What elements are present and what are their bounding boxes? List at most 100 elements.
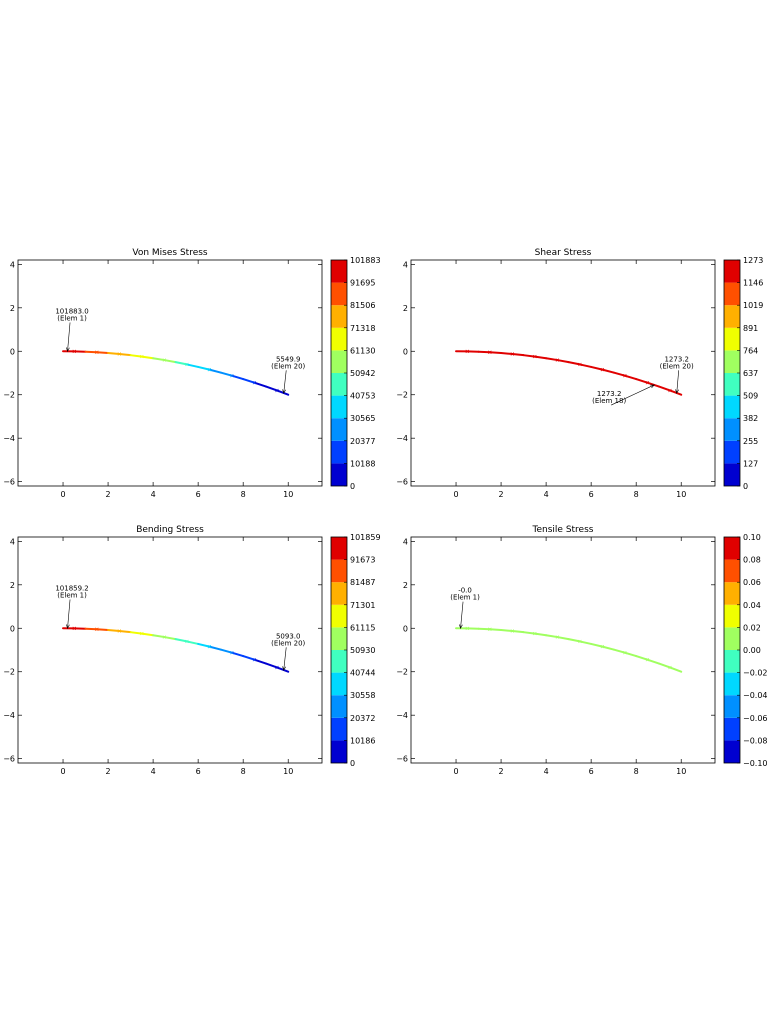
colorbar-tick-label: 637 [743, 369, 758, 378]
colorbar-band [331, 650, 347, 673]
node-marker [465, 349, 470, 354]
chart-title: Shear Stress [535, 248, 592, 258]
node-marker [465, 626, 470, 631]
node-marker [230, 651, 234, 655]
colorbar-band [724, 537, 740, 560]
node-marker-stroke [510, 352, 515, 356]
beam-segment [275, 389, 290, 396]
x-tick-label: 6 [589, 767, 594, 776]
colorbar-tick-label: 40744 [350, 669, 375, 678]
colorbar-band [331, 305, 347, 328]
node-marker [600, 644, 605, 649]
colorbar-tick-label: 1273 [743, 256, 763, 265]
node-marker [623, 374, 627, 378]
annotation-arrow-head [675, 389, 679, 394]
node-marker-stroke [465, 626, 470, 631]
colorbar-tick-label: 40753 [350, 392, 375, 401]
beam-segment [163, 359, 177, 364]
colorbar-band [331, 418, 347, 441]
colorbar-band [331, 604, 347, 628]
beam-segment [635, 655, 649, 661]
node-marker-stroke [623, 651, 627, 655]
beam-segment [612, 648, 626, 654]
y-tick-label: −6 [3, 478, 15, 487]
annotation-arrow-head [282, 666, 286, 671]
node-marker-stroke [578, 639, 582, 644]
node-marker-stroke [510, 629, 515, 633]
colorbar-band [331, 582, 347, 605]
colorbar-band [724, 717, 740, 741]
beam-segment [601, 368, 615, 374]
node-marker-stroke [275, 665, 279, 670]
beam-segment [140, 355, 155, 360]
node-marker-stroke [275, 388, 279, 393]
x-tick-label: 6 [589, 490, 594, 499]
node-marker [668, 388, 672, 393]
node-marker-stroke [645, 380, 650, 385]
beam-segment [197, 642, 211, 648]
annotation-arrow [611, 384, 655, 406]
y-tick-label: 4 [10, 537, 15, 546]
annotation-value: 5549.9 [276, 355, 301, 363]
y-tick-label: −4 [3, 711, 15, 720]
colorbar-band [331, 627, 347, 650]
beam-segment [208, 368, 222, 374]
plot-area [410, 536, 716, 764]
node-marker-stroke [95, 350, 99, 354]
x-tick-label: 2 [499, 767, 504, 776]
colorbar-tick-label: 509 [743, 392, 758, 401]
colorbar-tick-label: 0 [350, 759, 355, 768]
beam-segment [556, 359, 570, 364]
node-marker-stroke [140, 631, 144, 636]
node-marker [207, 367, 212, 372]
beam-segment [95, 351, 110, 355]
colorbar-tick-label: 30558 [350, 691, 375, 700]
node-marker [140, 354, 144, 359]
colorbar-band [331, 740, 347, 763]
beam-segment [253, 381, 267, 388]
beam-segment [545, 357, 559, 362]
node-marker [645, 657, 650, 662]
colorbar-band [331, 260, 347, 283]
x-tick-label: 0 [453, 767, 458, 776]
colorbar-band [724, 604, 740, 628]
node-marker [555, 358, 560, 362]
beam-segment [646, 658, 660, 665]
colorbar: 1273 1146 1019 891 764 637 509 382 255 127 0 [723, 256, 763, 491]
colorbar-band [724, 440, 740, 464]
annotation-elem: (Elem 1) [57, 315, 87, 323]
chart-title: Von Mises Stress [132, 248, 208, 258]
annotation-arrow [283, 370, 287, 394]
node-marker [185, 362, 189, 367]
node-marker [578, 639, 582, 644]
node-marker [600, 367, 605, 372]
colorbar-tick-label: −0.02 [743, 669, 768, 678]
x-tick-label: 2 [106, 767, 111, 776]
beam-segment [174, 361, 188, 366]
chart-title: Tensile Stress [532, 525, 594, 535]
beam-segment [107, 352, 121, 355]
colorbar-band [724, 327, 740, 351]
colorbar-band [724, 305, 740, 328]
y-tick-label: −6 [396, 478, 408, 487]
node-marker-stroke [465, 349, 470, 354]
node-marker [72, 349, 77, 354]
beam-segment [242, 655, 256, 661]
colorbar-band [331, 373, 347, 396]
beam-segment [95, 628, 110, 632]
beam-segment [623, 374, 638, 381]
colorbar-tick-label: 91673 [350, 556, 375, 565]
node-marker-stroke [230, 651, 234, 655]
colorbar-band [724, 582, 740, 605]
annotation-value: 1273.2 [664, 355, 689, 363]
annotation: 1273.2(Elem 18) [592, 384, 655, 406]
colorbar-band [331, 395, 347, 419]
beam-segment [84, 350, 98, 354]
beam-segment [567, 361, 581, 366]
x-tick-label: 2 [106, 490, 111, 499]
colorbar-tick-label: 0 [350, 482, 355, 491]
beam-segment [477, 627, 491, 631]
x-tick-label: 0 [453, 490, 458, 499]
